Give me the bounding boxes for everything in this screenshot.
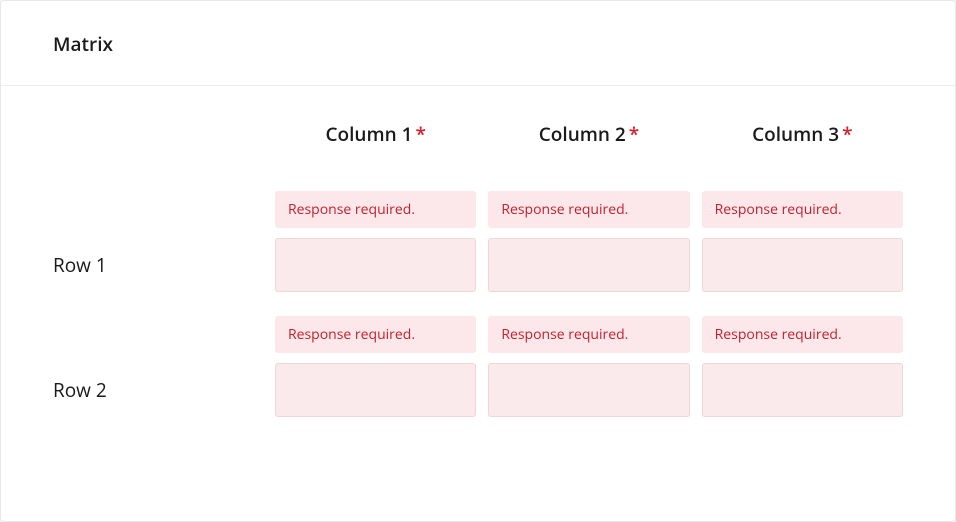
row-label-text: Row 1 [53,252,107,278]
matrix-grid: Column 1* Column 2* Column 3* Row 1 Resp… [53,121,903,417]
validation-error: Response required. [702,191,903,228]
column-header-label: Column 2 [539,121,626,147]
matrix-cell: Response required. [702,292,903,417]
matrix-cell-input[interactable] [702,363,903,417]
column-header-label: Column 1 [325,121,412,147]
row-label: Row 1 [53,167,263,292]
matrix-cell: Response required. [488,167,689,292]
validation-error: Response required. [275,316,476,353]
validation-error: Response required. [702,316,903,353]
matrix-cell-input[interactable] [275,238,476,292]
column-header-label: Column 3 [752,121,839,147]
matrix-corner-empty [53,121,263,167]
required-asterisk-icon: * [842,121,852,147]
matrix-cell-input[interactable] [488,363,689,417]
card-header: Matrix [1,1,955,86]
matrix-cell: Response required. [488,292,689,417]
matrix-cell-input[interactable] [702,238,903,292]
required-asterisk-icon: * [415,121,425,147]
matrix-cell-input[interactable] [488,238,689,292]
matrix-cell-input[interactable] [275,363,476,417]
required-asterisk-icon: * [629,121,639,147]
validation-error: Response required. [275,191,476,228]
validation-error: Response required. [488,191,689,228]
matrix-cell: Response required. [702,167,903,292]
row-label-text: Row 2 [53,377,107,403]
validation-error: Response required. [488,316,689,353]
matrix-card: Matrix Column 1* Column 2* Column 3* Row… [0,0,956,522]
column-header: Column 1* [275,121,476,167]
card-title: Matrix [53,31,903,57]
matrix-body: Column 1* Column 2* Column 3* Row 1 Resp… [1,86,955,447]
matrix-cell: Response required. [275,167,476,292]
column-header: Column 3* [702,121,903,167]
matrix-cell: Response required. [275,292,476,417]
row-label: Row 2 [53,292,263,417]
column-header: Column 2* [488,121,689,167]
